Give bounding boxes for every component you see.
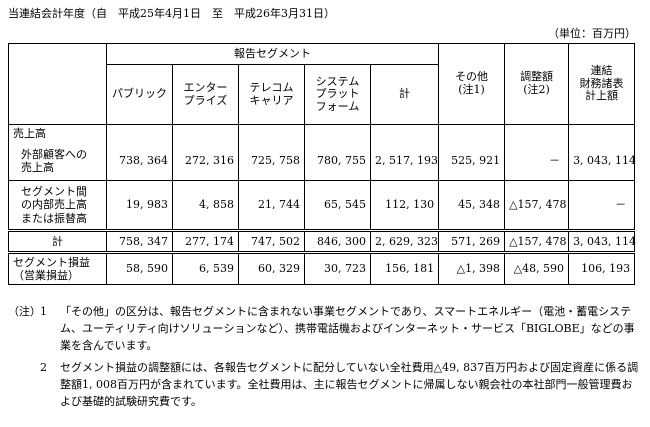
- header-public-text: パブリック: [112, 87, 167, 101]
- cell: △157, 478: [504, 180, 570, 231]
- cell: 65, 545: [304, 180, 371, 231]
- cell: 58, 590: [106, 251, 173, 285]
- cell: 277, 174: [172, 229, 239, 253]
- header-telecom: テレコム キャリア: [238, 64, 305, 125]
- cell: 3, 043, 114: [568, 229, 636, 253]
- segment-table: 報告セグメント その他 (注1) 調整額 (注2) 連結 財務諸表 計上額 パブ…: [8, 43, 636, 285]
- header-adjustment: 調整額 (注2): [504, 43, 570, 125]
- note-1-text: 「その他」の区分は、報告セグメントに含まれない事業セグメントであり、スマートエネ…: [60, 305, 635, 352]
- header-public: パブリック: [106, 64, 173, 125]
- note-1-number: 1: [40, 305, 47, 318]
- table-row: セグメント間 の内部売上高 または振替高 19, 983 4, 858 21, …: [8, 180, 636, 231]
- cell: 45, 348: [438, 180, 506, 231]
- cell: 272, 316: [172, 142, 239, 181]
- note-mark: （注）: [8, 305, 41, 318]
- cell: 4, 858: [172, 180, 239, 231]
- cell: 571, 269: [438, 229, 506, 253]
- header-consolidated-text: 連結 財務諸表 計上額: [579, 64, 624, 103]
- cell: 60, 329: [238, 251, 305, 285]
- cell: 112, 130: [369, 180, 440, 231]
- cell: △48, 590: [504, 251, 570, 285]
- header-system-platform: システム プラット フォーム: [304, 64, 371, 125]
- cell: 738, 364: [106, 142, 173, 181]
- header-consolidated: 連結 財務諸表 計上額: [568, 43, 636, 125]
- cell: 6, 539: [172, 251, 239, 285]
- period-title: 当連結会計年度（自 平成25年4月1日 至 平成26年3月31日）: [8, 7, 335, 20]
- cell: 2, 629, 323: [369, 229, 440, 253]
- unit-label: （単位：百万円）: [548, 27, 636, 40]
- cell: 747, 502: [238, 229, 305, 253]
- segment-profit-label: セグメント損益 （営業損益）: [8, 251, 107, 285]
- table-row: 計 758, 347 277, 174 747, 502 846, 300 2,…: [8, 229, 636, 253]
- cell: 2, 517, 193: [369, 142, 440, 181]
- cell: －: [504, 142, 570, 181]
- header-other-text: その他 (注1): [455, 70, 489, 96]
- cell: 19, 983: [106, 180, 173, 231]
- header-reportable-segments: 報告セグメント: [105, 43, 440, 65]
- cell: 725, 758: [238, 142, 305, 181]
- external-sales-label: 外部顧客への 売上高: [8, 142, 107, 181]
- table-row: セグメント損益 （営業損益） 58, 590 6, 539 60, 329 30…: [8, 251, 636, 285]
- header-telecom-text: テレコム キャリア: [249, 80, 294, 107]
- note-2: 2 セグメント損益の調整額には、各報告セグメントに配分していない全社費用△49,…: [8, 359, 640, 410]
- notes: （注） 1 「その他」の区分は、報告セグメントに含まれない事業セグメントであり、…: [8, 303, 640, 410]
- external-sales-label-text: 外部顧客への 売上高: [21, 148, 87, 175]
- cell: 525, 921: [438, 142, 506, 181]
- header-enterprise-text: エンター プライズ: [183, 80, 228, 107]
- note-2-number: 2: [40, 361, 47, 374]
- header-subtotal: 計: [369, 64, 440, 125]
- table-row: 外部顧客への 売上高 738, 364 272, 316 725, 758 78…: [8, 142, 636, 181]
- note-1: （注） 1 「その他」の区分は、報告セグメントに含まれない事業セグメントであり、…: [8, 303, 640, 354]
- total-label: 計: [8, 229, 107, 253]
- cell: 3, 043, 114: [568, 142, 636, 181]
- header-system-text: システム プラット フォーム: [315, 74, 360, 113]
- segment-profit-label-text: セグメント損益 （営業損益）: [13, 255, 90, 282]
- header-other: その他 (注1): [438, 43, 506, 125]
- note-2-text: セグメント損益の調整額には、各報告セグメントに配分していない全社費用△49, 8…: [60, 361, 639, 408]
- cell: 30, 723: [304, 251, 371, 285]
- header-enterprise: エンター プライズ: [172, 64, 239, 125]
- cell: 156, 181: [369, 251, 440, 285]
- cell: 758, 347: [106, 229, 173, 253]
- cell: 780, 755: [304, 142, 371, 181]
- cell: 106, 193: [568, 251, 636, 285]
- intersegment-label-text: セグメント間 の内部売上高 または振替高: [21, 185, 87, 225]
- header-adjustment-text: 調整額 (注2): [520, 70, 554, 96]
- cell: 846, 300: [304, 229, 371, 253]
- intersegment-label: セグメント間 の内部売上高 または振替高: [8, 180, 107, 231]
- row-header-corner: [8, 43, 107, 125]
- cell: △157, 478: [504, 229, 570, 253]
- cell: －: [568, 180, 636, 231]
- cell: △1, 398: [438, 251, 506, 285]
- sales-heading: 売上高: [8, 124, 107, 143]
- cell: 21, 744: [238, 180, 305, 231]
